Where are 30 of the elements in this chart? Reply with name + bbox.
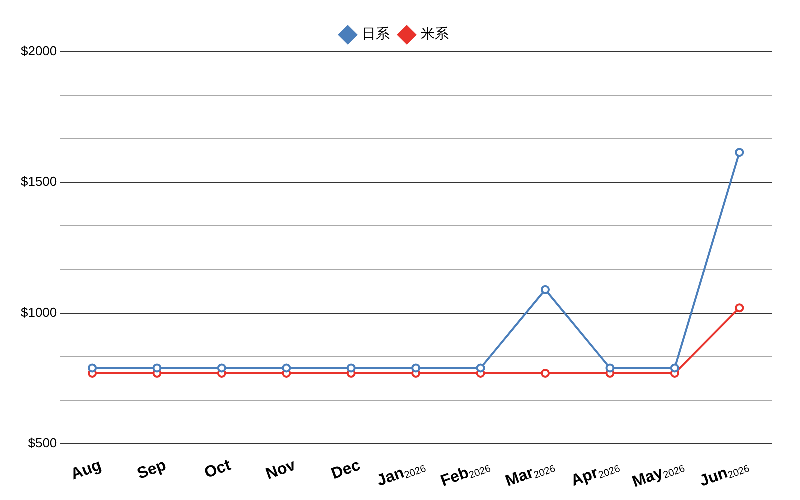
x-tick-label: Mar2026 (504, 463, 558, 490)
legend-label: 日系 (362, 26, 390, 43)
x-tick-label: Apr2026 (569, 463, 622, 490)
point (152, 364, 162, 373)
point (735, 304, 744, 313)
point (541, 285, 550, 294)
y-tick-label: $2000 (20, 44, 58, 59)
point (670, 364, 680, 373)
y-tick-label: $1500 (20, 174, 58, 190)
x-tick-label: Oct (202, 456, 234, 482)
x-tick-label: Jan2026 (374, 463, 428, 490)
x-tick-label: May2026 (630, 463, 688, 492)
point (217, 364, 226, 373)
point (346, 364, 356, 373)
point (88, 364, 98, 373)
x-tick-label: Nov (264, 457, 298, 484)
y-tick-label: $1000 (20, 304, 58, 320)
point (606, 364, 615, 373)
x-tick-label: Feb2026 (438, 463, 493, 490)
legend-label: 米系 (421, 26, 449, 43)
point (735, 148, 744, 158)
point (282, 364, 292, 373)
y-tick-label: $500 (28, 436, 58, 451)
x-tick-label: Sep (135, 456, 169, 484)
point (412, 364, 421, 373)
x-tick-label: Dec (329, 457, 363, 484)
x-tick-label: Jun2026 (698, 463, 752, 490)
point (476, 364, 486, 373)
x-tick-label: Aug (68, 457, 104, 484)
point (541, 368, 550, 378)
